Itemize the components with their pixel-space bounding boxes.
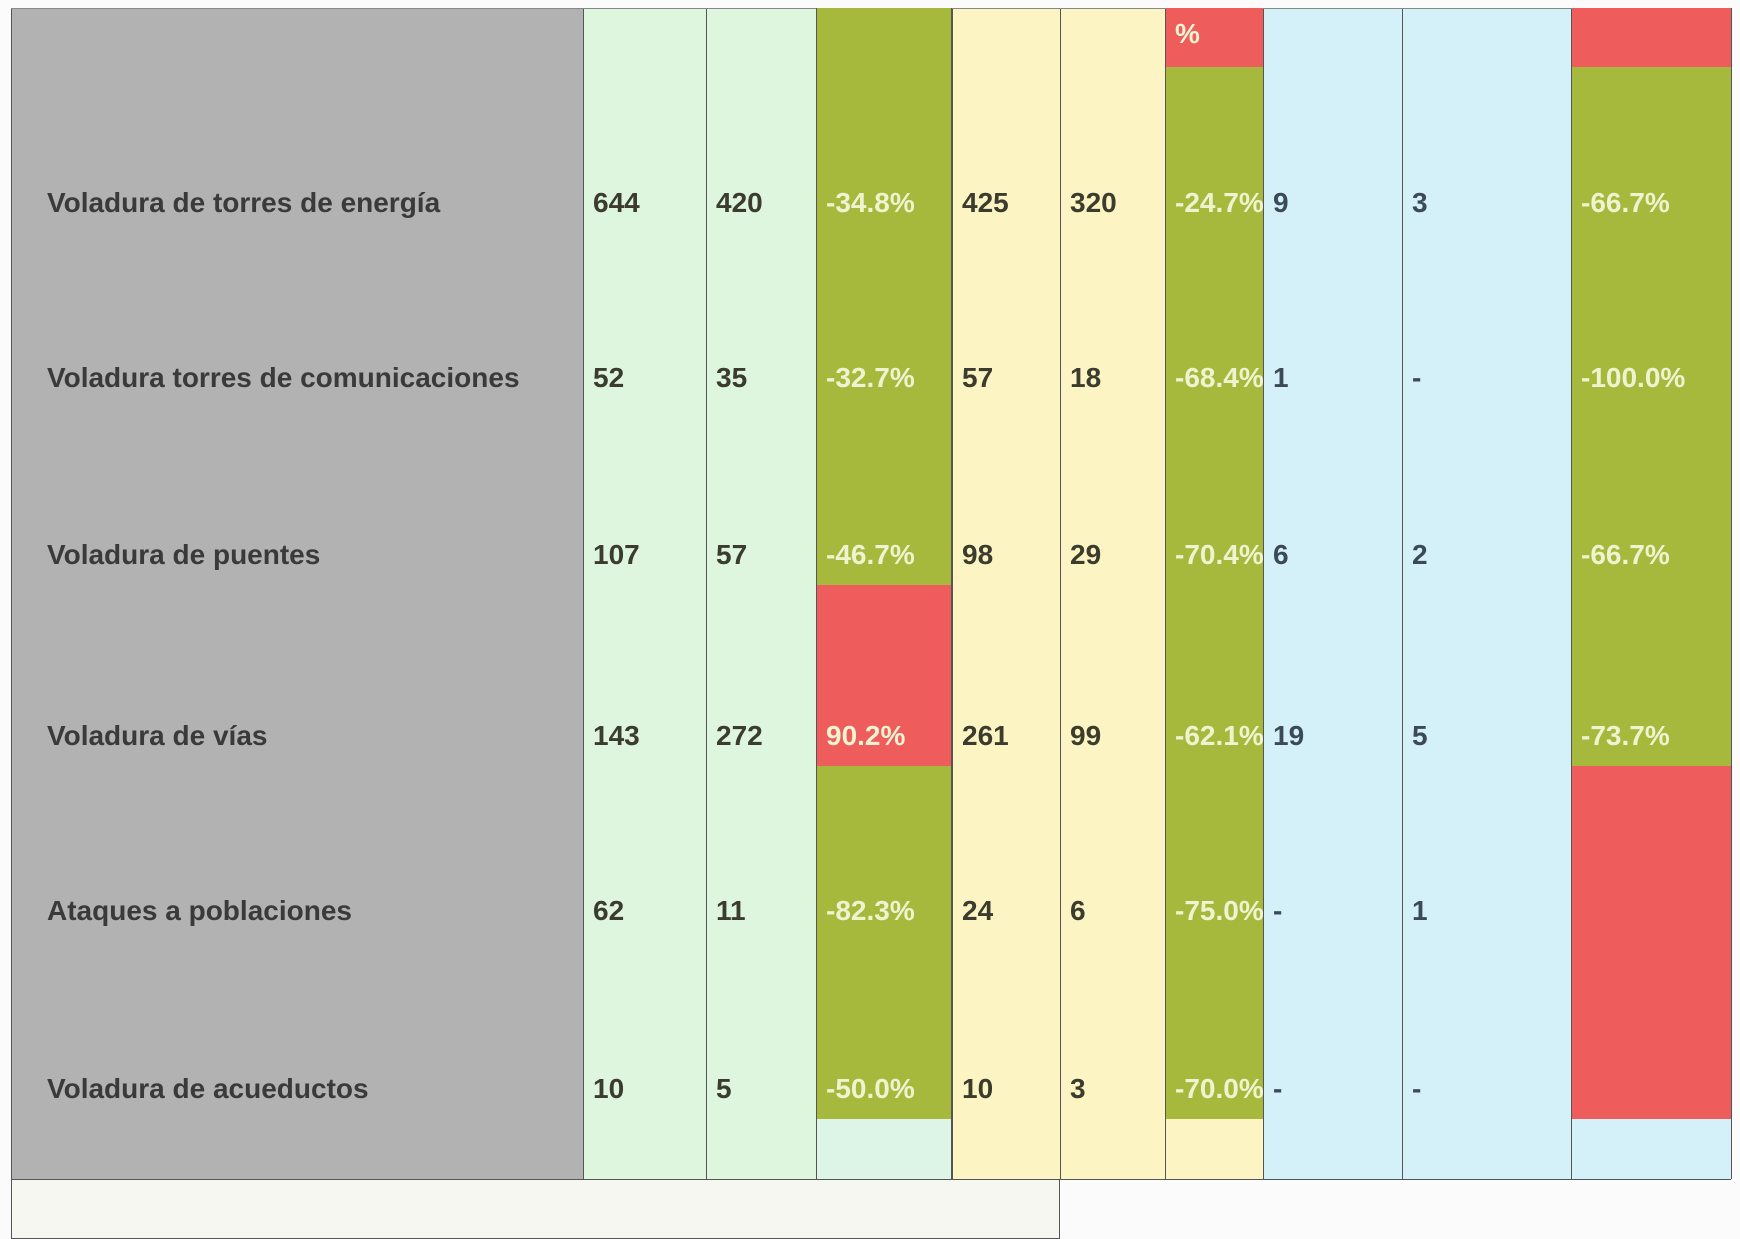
- cell-text: 52: [593, 362, 625, 393]
- status-cell: [1572, 408, 1731, 585]
- status-cell: [1166, 941, 1263, 1119]
- status-cell: [1166, 408, 1263, 585]
- status-cell: [1572, 585, 1731, 766]
- cell-text: -24.7%: [1175, 187, 1263, 218]
- cell-text: 3: [1412, 187, 1428, 218]
- cell-text: 107: [593, 539, 640, 570]
- cell-text: 5: [1412, 720, 1428, 751]
- row-label: Voladura de acueductos: [47, 1073, 369, 1104]
- status-cell: [1166, 67, 1263, 233]
- table-edge: [1731, 8, 1733, 1179]
- status-cell: [817, 766, 952, 941]
- status-cell: [817, 8, 952, 67]
- cell-text: -32.7%: [826, 362, 915, 393]
- cell-text: 5: [716, 1073, 732, 1104]
- cell-text: -70.4%: [1175, 539, 1263, 570]
- cell-text: 1: [1273, 362, 1289, 393]
- column: [952, 8, 1060, 1179]
- cell-text: 644: [593, 187, 640, 218]
- row-label: Ataques a poblaciones: [47, 895, 352, 926]
- row-label: Voladura de torres de energía: [47, 187, 441, 218]
- cell-text: -: [1412, 362, 1422, 393]
- cell-text: 11: [716, 895, 746, 926]
- status-cell: [817, 585, 952, 766]
- cell-text: 420: [716, 187, 763, 218]
- cell-text: %: [1175, 18, 1200, 49]
- cell-text: -70.0%: [1175, 1073, 1263, 1104]
- cell-text: -50.0%: [826, 1073, 915, 1104]
- cell-text: 10: [593, 1073, 625, 1104]
- status-cell: [1166, 233, 1263, 408]
- cell-text: 24: [962, 895, 994, 926]
- cell-text: 99: [1070, 720, 1102, 751]
- cell-text: 9: [1273, 187, 1289, 218]
- cell-text: 57: [716, 539, 748, 570]
- status-cell: [817, 408, 952, 585]
- status-cell: [817, 67, 952, 233]
- cell-text: 35: [716, 362, 748, 393]
- cell-text: 98: [962, 539, 994, 570]
- status-cell: [1572, 941, 1731, 1119]
- cell-text: 143: [593, 720, 640, 751]
- status-cell: [1166, 8, 1263, 67]
- column: [11, 8, 583, 1179]
- cell-text: 90.2%: [826, 720, 906, 751]
- cell-text: 320: [1070, 187, 1117, 218]
- column: [583, 8, 706, 1179]
- column: [706, 8, 816, 1179]
- cell-text: 57: [962, 362, 994, 393]
- cell-text: 29: [1070, 539, 1102, 570]
- cell-text: -: [1273, 895, 1283, 926]
- status-cell: [1572, 766, 1731, 941]
- status-cell: [817, 941, 952, 1119]
- cell-text: -: [1273, 1073, 1283, 1104]
- cell-text: -66.7%: [1581, 539, 1670, 570]
- column: [1402, 8, 1571, 1179]
- cell-text: -68.4%: [1175, 362, 1263, 393]
- cell-text: -66.7%: [1581, 187, 1670, 218]
- cell-text: -82.3%: [826, 895, 915, 926]
- cell-text: 6: [1273, 539, 1289, 570]
- cell-text: 425: [962, 187, 1009, 218]
- bottom-box: [11, 1179, 1060, 1239]
- row-label: Voladura de vías: [47, 720, 268, 751]
- status-cell: [817, 233, 952, 408]
- status-cell: [1166, 766, 1263, 941]
- row-label: Voladura torres de comunicaciones: [47, 362, 520, 393]
- row-label: Voladura de puentes: [47, 539, 321, 570]
- cell-text: -: [1412, 1073, 1422, 1104]
- cell-text: 10: [962, 1073, 994, 1104]
- status-cell: [1572, 8, 1731, 67]
- cell-text: -46.7%: [826, 539, 915, 570]
- cell-text: 6: [1070, 895, 1086, 926]
- status-cell: [1572, 233, 1731, 408]
- cell-text: 261: [962, 720, 1009, 751]
- status-cell: [1166, 585, 1263, 766]
- cell-text: -75.0%: [1175, 895, 1263, 926]
- cell-text: 18: [1070, 362, 1102, 393]
- cell-text: -62.1%: [1175, 720, 1263, 751]
- cell-text: 62: [593, 895, 625, 926]
- cell-text: -100.0%: [1581, 362, 1686, 393]
- column-border: [816, 8, 952, 1179]
- cell-text: -73.7%: [1581, 720, 1670, 751]
- column: [1060, 8, 1165, 1179]
- column: [1263, 8, 1402, 1179]
- cell-text: -34.8%: [826, 187, 915, 218]
- cell-text: 3: [1070, 1073, 1086, 1104]
- cell-text: 1: [1412, 895, 1428, 926]
- cell-text: 272: [716, 720, 763, 751]
- cell-text: 2: [1412, 539, 1428, 570]
- cell-text: 19: [1273, 720, 1305, 751]
- status-cell: [1572, 67, 1731, 233]
